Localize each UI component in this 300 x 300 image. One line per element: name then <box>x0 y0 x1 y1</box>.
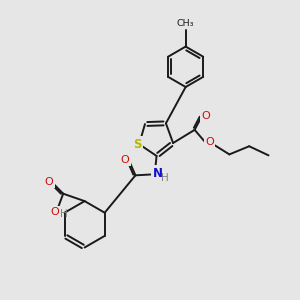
Text: O: O <box>121 155 129 165</box>
Text: H: H <box>161 173 169 183</box>
Text: CH₃: CH₃ <box>177 19 194 28</box>
Text: O: O <box>201 111 210 121</box>
Text: O: O <box>205 137 214 147</box>
Text: H: H <box>60 209 68 219</box>
Text: O: O <box>45 177 53 187</box>
Text: S: S <box>134 138 142 151</box>
Text: N: N <box>153 167 163 180</box>
Text: O: O <box>51 207 59 217</box>
